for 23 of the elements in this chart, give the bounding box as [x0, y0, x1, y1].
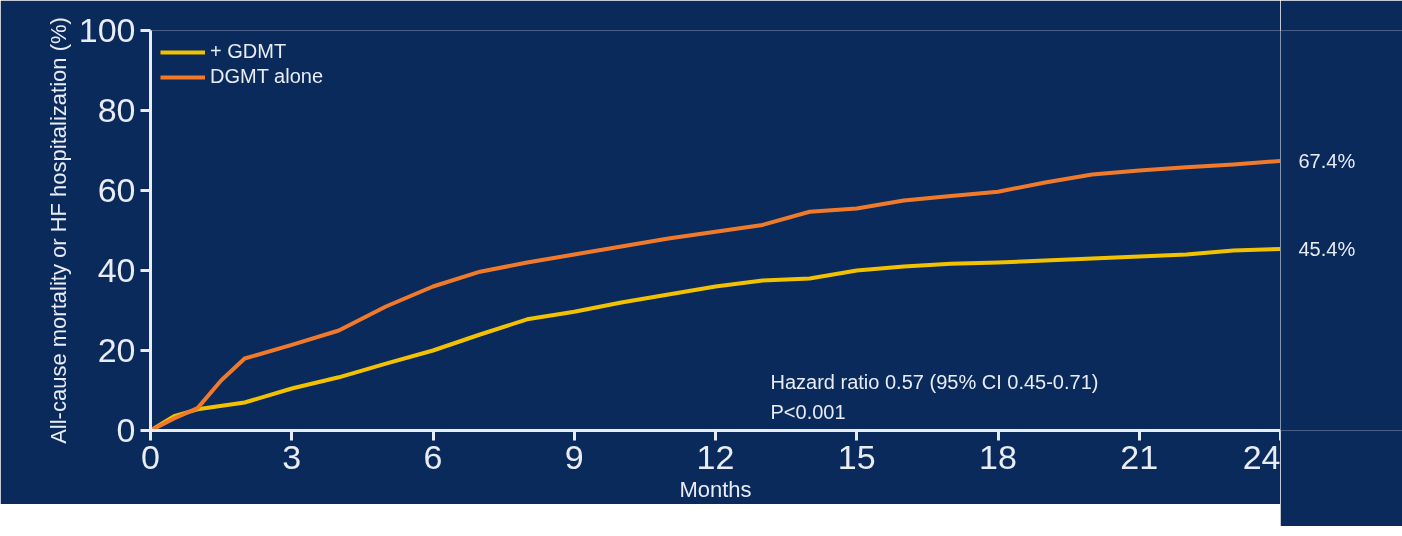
y-tick-label: 20 [97, 331, 136, 369]
x-tick-label: 15 [837, 437, 876, 476]
legend-label: DGMT alone [210, 65, 324, 88]
x-tick-label: 6 [423, 437, 443, 476]
x-tick-label: 21 [1120, 437, 1159, 476]
annotation: P<0.001 [770, 400, 846, 423]
y-tick-label: 0 [116, 411, 136, 449]
y-tick-label: 60 [97, 171, 136, 209]
annotation: 67.4% [1298, 149, 1356, 172]
x-tick-label: 3 [282, 437, 302, 476]
x-tick-label: 18 [979, 437, 1017, 476]
annotation: 45.4% [1298, 237, 1356, 260]
annotation: Hazard ratio 0.57 (95% CI 0.45-0.71) [770, 370, 1099, 393]
y-axis-title: All-cause mortality or HF hospitalization (%) [45, 17, 71, 444]
legend-label: + GDMT [210, 40, 287, 63]
x-tick-label: 0 [141, 437, 160, 476]
x-tick-label: 12 [696, 437, 735, 476]
y-tick-label: 80 [97, 91, 136, 129]
x-axis-title: Months [679, 476, 752, 502]
y-tick-label: 40 [97, 251, 136, 289]
x-tick-label: 9 [564, 437, 584, 476]
y-tick-label: 100 [78, 11, 136, 49]
x-tick-label: 24 [1242, 437, 1281, 476]
